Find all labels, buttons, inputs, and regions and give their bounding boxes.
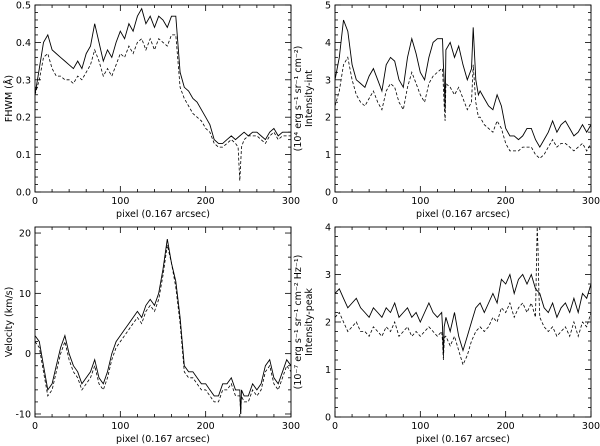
y-tick-label: 5 (325, 1, 331, 12)
plot-frame (34, 226, 292, 418)
y-tick-label: 0.0 (16, 188, 31, 199)
y-tick-label: 4 (325, 38, 331, 49)
y-tick-label: 2 (325, 113, 331, 124)
y-tick-label: 0 (25, 349, 31, 360)
y-tick-label: 3 (325, 75, 331, 86)
y-tick-label: 20 (19, 229, 31, 240)
x-tick-label: 0 (332, 421, 338, 432)
y-tick-label: 1 (325, 365, 331, 376)
x-tick-label: 0 (332, 196, 338, 207)
x-tick-label: 200 (497, 196, 515, 207)
x-axis-label: pixel (0.167 arcsec) (416, 434, 510, 445)
x-tick-label: 100 (411, 421, 429, 432)
y-tick-label: 0.1 (16, 150, 31, 161)
x-tick-label: 100 (411, 196, 429, 207)
series-line-dashed (35, 245, 291, 415)
y-tick-label: 3 (325, 270, 331, 281)
y-tick-label: 4 (325, 223, 331, 234)
panel-intensity-int: 0 100 200 300 0 1 2 3 4 5 pixel (0.167 arcsec) (10⁴… (293, 1, 600, 221)
x-tick-label: 300 (282, 421, 300, 432)
x-tick-label: 100 (111, 196, 129, 207)
x-axis-label: pixel (0.167 arcsec) (116, 434, 210, 445)
x-tick-label: 300 (582, 421, 600, 432)
x-axis-label: pixel (0.167 arcsec) (416, 209, 510, 220)
x-tick-label: 300 (582, 196, 600, 207)
series-line-solid (35, 239, 291, 415)
x-tick-label: 200 (197, 196, 215, 207)
series-line-solid (35, 7, 291, 144)
y-tick-label: 0.2 (16, 113, 31, 124)
panel-fwhm: 0 100 200 300 0.0 0.1 0.2 0.3 0.4 0.5 pixel (0.167… (3, 1, 300, 221)
y-tick-label: 0.5 (16, 1, 31, 12)
series-line-dashed (335, 56, 591, 159)
series-line-dashed (335, 227, 591, 366)
y-tick-label: 1 (325, 150, 331, 161)
y-tick-label: 10 (19, 289, 31, 300)
series-line-solid (335, 19, 591, 149)
y-tick-label: 0.4 (16, 38, 31, 49)
x-tick-label: 0 (32, 421, 38, 432)
series-line-dashed (35, 34, 291, 181)
y-tick-label: 0.3 (16, 75, 31, 86)
plot-frame (334, 4, 592, 193)
x-tick-label: 200 (497, 421, 515, 432)
x-axis-label: pixel (0.167 arcsec) (116, 209, 210, 220)
y-axis-label: Velocity (km/s) (4, 287, 15, 358)
x-tick-label: 100 (111, 421, 129, 432)
y-axis-label: Intensity-int (304, 70, 315, 127)
y-tick-label: 2 (325, 318, 331, 329)
y-axis-label: (10⁴ erg s⁻¹ sr⁻¹ cm⁻²) (293, 46, 304, 152)
y-axis-label: Intensity-peak (304, 288, 315, 356)
x-tick-label: 300 (282, 196, 300, 207)
panel-intensity-peak: 0 100 200 300 0 1 2 3 4 pixel (0.167 arcsec) (10⁻⁷… (293, 223, 600, 446)
x-tick-label: 200 (197, 421, 215, 432)
y-tick-label: -10 (15, 409, 31, 420)
plot-frame (334, 226, 592, 418)
x-tick-label: 0 (32, 196, 38, 207)
plot-frame (34, 4, 292, 193)
y-tick-label: 0 (325, 413, 331, 424)
y-axis-label: (10⁻⁷ erg s⁻¹ sr⁻¹ cm⁻² Hz⁻¹) (293, 255, 304, 390)
y-axis-label: FHWM (Å) (3, 75, 15, 122)
y-tick-label: 0 (325, 188, 331, 199)
series-line-solid (335, 273, 591, 356)
